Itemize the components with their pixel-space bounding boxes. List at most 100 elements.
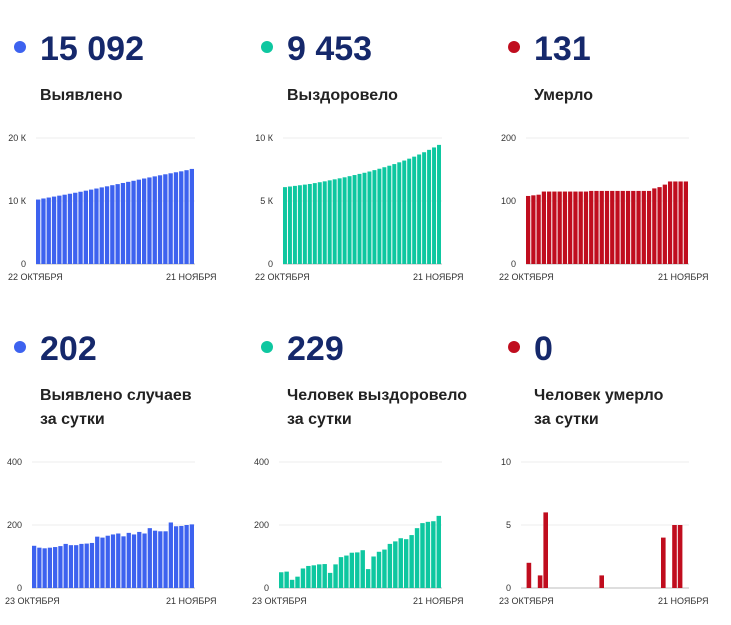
bar — [184, 170, 189, 264]
bar — [73, 192, 78, 264]
x-start-label: 23 ОКТЯБРЯ — [499, 596, 554, 606]
bar — [67, 193, 73, 264]
bar — [42, 548, 47, 588]
bar — [152, 530, 158, 588]
bar — [311, 565, 317, 588]
bar — [287, 186, 292, 264]
bar — [583, 191, 589, 264]
x-end-label: 21 НОЯБРЯ — [166, 272, 217, 282]
bar — [317, 564, 322, 588]
bar — [620, 190, 625, 264]
bar — [407, 158, 412, 264]
bar — [289, 579, 295, 588]
bar — [51, 196, 57, 264]
bar — [371, 556, 376, 588]
bar — [412, 156, 417, 264]
bar — [292, 185, 297, 264]
bar — [179, 171, 184, 264]
bar — [347, 176, 352, 264]
bar — [547, 191, 552, 264]
bar — [420, 523, 425, 588]
bar — [417, 154, 422, 264]
bar — [300, 568, 306, 588]
y-tick-label: 400 — [254, 457, 269, 467]
bar — [526, 562, 532, 588]
bar — [562, 191, 568, 264]
bar — [37, 547, 42, 588]
y-tick-label: 100 — [501, 196, 516, 206]
y-tick-label: 200 — [254, 520, 269, 530]
bar — [47, 547, 53, 588]
bar — [552, 191, 557, 264]
bar — [365, 569, 371, 588]
y-tick-label: 400 — [7, 457, 22, 467]
bar — [641, 190, 646, 264]
bar — [58, 546, 63, 588]
bar — [322, 181, 327, 264]
y-tick-label: 10 К — [8, 196, 27, 206]
bar — [189, 524, 194, 588]
y-tick-label: 20 К — [8, 133, 27, 143]
stat-value: 9 453 — [287, 30, 373, 68]
bar — [115, 184, 120, 264]
bar — [387, 543, 393, 588]
stat-label-line: за сутки — [40, 411, 105, 428]
bar — [168, 173, 173, 264]
bar — [327, 180, 332, 264]
x-end-label: 21 НОЯБРЯ — [166, 596, 217, 606]
bar — [173, 526, 179, 588]
x-end-label: 21 НОЯБРЯ — [413, 272, 464, 282]
bar — [377, 168, 382, 264]
bar — [307, 183, 312, 264]
stat-label-line: Выявлено случаев — [40, 387, 192, 404]
bar — [83, 190, 88, 264]
bar — [295, 576, 300, 588]
bar — [431, 521, 436, 588]
series-dot — [508, 41, 520, 53]
bar — [568, 191, 573, 264]
x-start-label: 23 ОКТЯБРЯ — [5, 596, 60, 606]
bar — [362, 172, 367, 264]
stat-label: Человек умерло за сутки — [534, 384, 663, 432]
stat-label-line: за сутки — [287, 411, 352, 428]
bar — [631, 190, 636, 264]
bar — [121, 536, 126, 588]
bar — [536, 194, 541, 264]
bar — [382, 549, 387, 588]
bar — [541, 191, 547, 264]
y-tick-label: 5 — [506, 520, 511, 530]
bar — [74, 545, 79, 588]
chart-total-recovered: 0 5 К 10 К 22 ОКТЯБРЯ 21 НОЯБРЯ — [255, 133, 464, 282]
series-dot — [261, 341, 273, 353]
stat-label-line: Выявлено — [40, 87, 123, 104]
bar — [157, 175, 163, 264]
bar — [376, 551, 382, 588]
bar — [352, 175, 357, 264]
stat-value: 0 — [534, 330, 553, 368]
bar — [333, 564, 338, 588]
bar — [589, 190, 594, 264]
chart-daily-detected: 0 200 400 23 ОКТЯБРЯ 21 НОЯБРЯ — [5, 457, 217, 606]
y-tick-label: 10 К — [255, 133, 274, 143]
bar — [662, 184, 667, 264]
bar — [360, 550, 365, 588]
bar — [646, 190, 652, 264]
y-tick-label: 0 — [511, 259, 516, 269]
bar — [657, 187, 662, 264]
bar — [283, 187, 287, 264]
bar — [142, 533, 147, 588]
bar — [531, 195, 536, 264]
y-tick-label: 0 — [17, 583, 22, 593]
series-dot — [14, 41, 26, 53]
bar — [414, 528, 420, 588]
bar — [116, 533, 121, 588]
bar — [422, 152, 427, 264]
bar — [163, 531, 168, 588]
chart-daily-died: 0 5 10 23 ОКТЯБРЯ 21 НОЯБРЯ — [499, 457, 709, 606]
chart-total-detected: 0 10 К 20 К 22 ОКТЯБРЯ 21 НОЯБРЯ — [8, 133, 217, 282]
bar — [327, 572, 333, 588]
bar — [126, 181, 131, 264]
bar — [105, 535, 110, 588]
y-tick-label: 0 — [264, 583, 269, 593]
bar — [110, 534, 116, 588]
